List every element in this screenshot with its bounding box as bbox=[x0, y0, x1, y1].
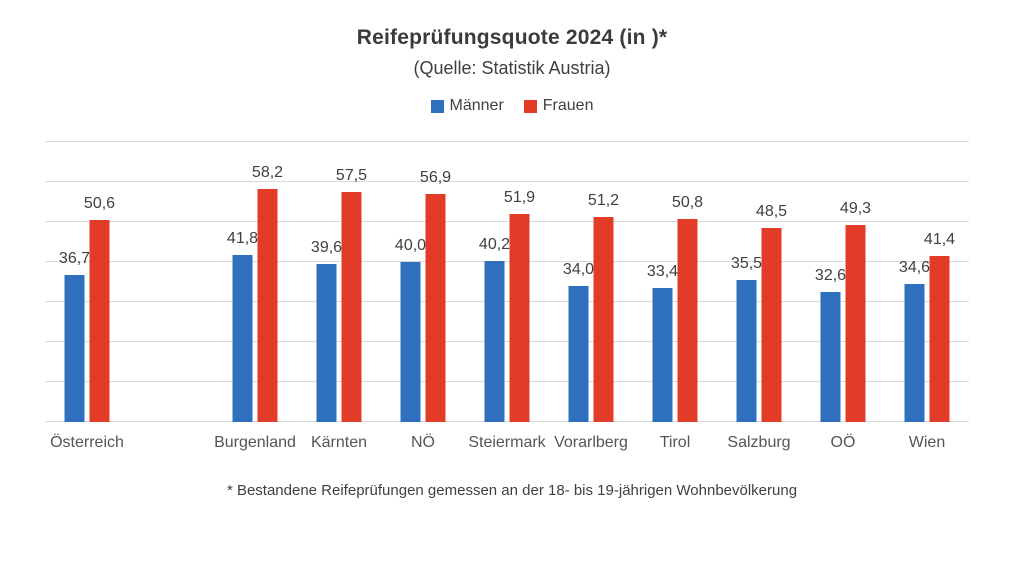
gridline-70 bbox=[45, 141, 969, 142]
category-column: 35,5 48,5 Salzburg bbox=[717, 142, 801, 451]
gridline-20 bbox=[45, 341, 969, 342]
category-column: 36,7 50,6 Österreich bbox=[45, 142, 129, 451]
gridline-50 bbox=[45, 221, 969, 222]
chart-title: Reifeprüfungsquote 2024 (in )* bbox=[356, 26, 668, 49]
category-column: 33,4 50,8 Tirol bbox=[633, 142, 717, 451]
value-label: 35,5 bbox=[730, 255, 763, 272]
chart-subtitle: (Quelle: Statistik Austria) bbox=[413, 58, 611, 78]
bar-group: 35,5 48,5 bbox=[731, 203, 787, 422]
category-column: 34,0 51,2 Vorarlberg bbox=[549, 142, 633, 451]
value-label: 33,4 bbox=[646, 263, 679, 281]
value-label: 49,3 bbox=[839, 199, 872, 217]
legend-swatch-maenner-icon bbox=[430, 99, 444, 113]
category-label: Österreich bbox=[50, 434, 124, 451]
bar-frauen: 49,3 bbox=[840, 200, 871, 422]
value-label: 41,8 bbox=[226, 229, 259, 247]
bar-frauen: 56,9 bbox=[420, 169, 451, 422]
legend-label-frauen: Frauen bbox=[542, 97, 594, 114]
category-label: Burgenland bbox=[214, 434, 296, 451]
value-label: 50,6 bbox=[83, 194, 116, 212]
bar-maenner: 33,4 bbox=[647, 263, 678, 422]
category-label: Kärnten bbox=[310, 434, 368, 451]
bar-maenner: 36,7 bbox=[59, 250, 90, 422]
bar-group: 40,0 56,9 bbox=[395, 169, 451, 422]
legend: Männer Frauen bbox=[0, 97, 1024, 115]
bar-maenner: 40,2 bbox=[479, 236, 510, 422]
category-column: 40,0 56,9 NÖ bbox=[381, 142, 465, 451]
bar-maenner: 34,6 bbox=[899, 259, 930, 422]
bar-maenner: 34,0 bbox=[563, 261, 594, 422]
category-column: 40,2 51,9 Steiermark bbox=[465, 142, 549, 451]
category-column: 39,6 57,5 Kärnten bbox=[297, 142, 381, 451]
gridline-60 bbox=[45, 181, 969, 182]
bar-frauen: 51,9 bbox=[504, 189, 535, 422]
bar-group: 39,6 57,5 bbox=[311, 167, 367, 422]
value-label: 34,6 bbox=[898, 258, 931, 276]
gridline-30 bbox=[45, 301, 969, 302]
value-label: 57,5 bbox=[335, 167, 368, 184]
bar-group: 40,2 51,9 bbox=[479, 189, 535, 422]
bar-group: 33,4 50,8 bbox=[647, 194, 703, 422]
gridline-40 bbox=[45, 261, 969, 262]
category-label: NÖ bbox=[411, 434, 435, 451]
chart-footnote: * Bestandene Reifeprüfungen gemessen an … bbox=[226, 482, 798, 499]
legend-item-maenner: Männer bbox=[430, 97, 504, 115]
category-column: 32,6 49,3 OÖ bbox=[801, 142, 885, 451]
value-label: 40,2 bbox=[478, 236, 511, 254]
bar-group: 34,6 41,4 bbox=[899, 231, 955, 422]
category-label: Steiermark bbox=[468, 434, 546, 451]
bar-group: 36,7 50,6 bbox=[59, 195, 115, 422]
value-label: 51,2 bbox=[587, 192, 620, 210]
bar-frauen: 58,2 bbox=[252, 164, 283, 422]
value-label: 48,5 bbox=[755, 203, 788, 220]
value-label: 56,9 bbox=[419, 169, 452, 187]
gridline-0 bbox=[45, 421, 969, 422]
bar-maenner: 35,5 bbox=[731, 255, 762, 422]
value-label: 41,4 bbox=[923, 231, 956, 249]
bar-maenner: 39,6 bbox=[311, 239, 342, 422]
bar-maenner: 40,0 bbox=[395, 237, 426, 422]
category-label: Salzburg bbox=[727, 434, 791, 451]
value-label: 50,8 bbox=[671, 193, 704, 211]
bar-frauen: 41,4 bbox=[924, 231, 955, 422]
bar-group: 41,8 58,2 bbox=[227, 164, 283, 422]
legend-swatch-frauen-icon bbox=[523, 99, 537, 113]
bar-maenner: 41,8 bbox=[227, 230, 258, 422]
legend-label-maenner: Männer bbox=[449, 97, 504, 114]
category-column: 41,8 58,2 Burgenland bbox=[213, 142, 297, 451]
bar-frauen: 48,5 bbox=[756, 203, 787, 422]
bar-maenner: 32,6 bbox=[815, 267, 846, 422]
value-label: 51,9 bbox=[503, 189, 536, 207]
bar-group: 34,0 51,2 bbox=[563, 192, 619, 422]
category-label: Tirol bbox=[659, 434, 691, 451]
bar-frauen: 57,5 bbox=[336, 167, 367, 422]
value-label: 34,0 bbox=[562, 261, 595, 278]
bar-frauen: 50,6 bbox=[84, 195, 115, 422]
category-label: Wien bbox=[908, 434, 946, 451]
value-label: 39,6 bbox=[310, 238, 343, 256]
value-label: 58,2 bbox=[251, 164, 284, 182]
bar-frauen: 50,8 bbox=[672, 194, 703, 422]
plot-area: 36,7 50,6 Österreich 41,8 58,2 Burgenland 39,6… bbox=[45, 141, 969, 451]
value-label: 32,6 bbox=[814, 266, 847, 284]
gridline-10 bbox=[45, 381, 969, 382]
category-spacer bbox=[129, 142, 213, 422]
bar-frauen: 51,2 bbox=[588, 192, 619, 422]
bar-group: 32,6 49,3 bbox=[815, 200, 871, 422]
legend-item-frauen: Frauen bbox=[523, 97, 594, 115]
category-label: OÖ bbox=[830, 434, 856, 451]
value-label: 40,0 bbox=[394, 237, 427, 254]
value-label: 36,7 bbox=[58, 250, 91, 268]
category-column: 34,6 41,4 Wien bbox=[885, 142, 969, 451]
category-label: Vorarlberg bbox=[554, 434, 628, 451]
